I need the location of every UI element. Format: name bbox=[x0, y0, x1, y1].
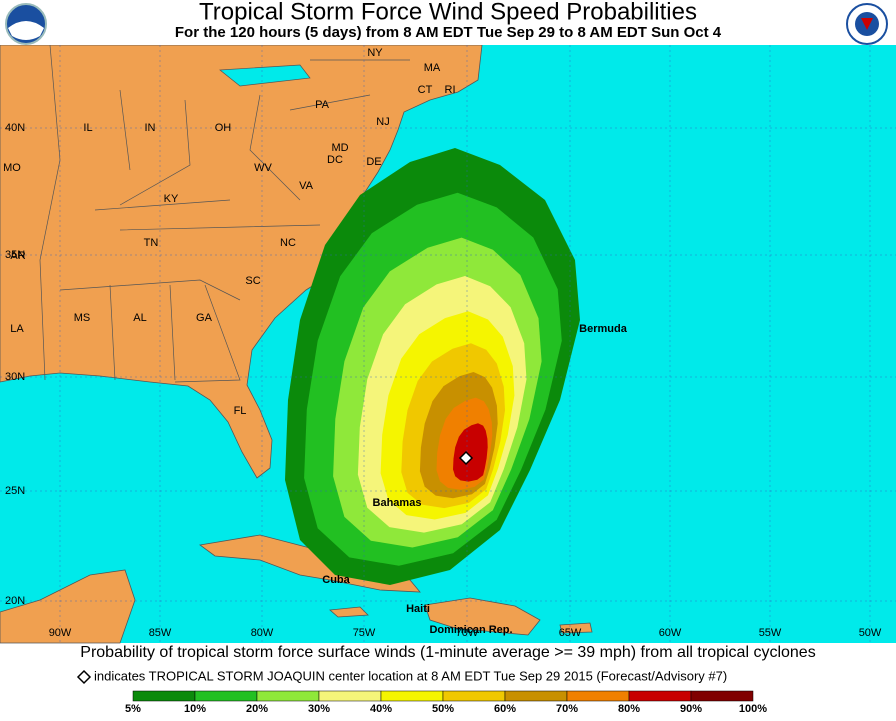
place-label: Bahamas bbox=[373, 497, 422, 509]
state-label: TN bbox=[144, 237, 159, 249]
state-label: MA bbox=[424, 62, 441, 74]
latitude-label: 25N bbox=[5, 485, 25, 497]
legend-swatch bbox=[194, 690, 258, 702]
latitude-label: 40N bbox=[5, 122, 25, 134]
state-label: DC bbox=[327, 154, 343, 166]
state-label: MD bbox=[331, 142, 348, 154]
legend-label: 100% bbox=[739, 703, 767, 715]
state-label: VA bbox=[299, 180, 314, 192]
storm-center bbox=[458, 450, 474, 466]
header-bar bbox=[0, 0, 896, 45]
title: Tropical Storm Force Wind Speed Probabil… bbox=[199, 0, 697, 25]
legend-swatch bbox=[318, 690, 382, 702]
legend-swatch bbox=[256, 690, 320, 702]
place-label: Bermuda bbox=[579, 323, 628, 335]
state-label: WV bbox=[254, 162, 272, 174]
nws-logo bbox=[846, 3, 888, 45]
legend-label: 70% bbox=[556, 703, 578, 715]
subtitle: For the 120 hours (5 days) from 8 AM EDT… bbox=[175, 24, 722, 41]
lake bbox=[219, 64, 311, 87]
place-label: Cuba bbox=[322, 574, 350, 586]
legend-label: 10% bbox=[184, 703, 206, 715]
legend-label: 5% bbox=[125, 703, 141, 715]
caption: Probability of tropical storm force surf… bbox=[80, 644, 815, 661]
state-label: AR bbox=[10, 250, 25, 262]
latitude-label: 35N bbox=[5, 249, 25, 261]
legend-swatch bbox=[566, 690, 630, 702]
state-label: KY bbox=[164, 193, 179, 205]
longitude-label: 85W bbox=[149, 627, 172, 639]
longitude-label: 60W bbox=[659, 627, 682, 639]
longitude-label: 80W bbox=[251, 627, 274, 639]
legend-swatch bbox=[380, 690, 444, 702]
latitude-label: 30N bbox=[5, 371, 25, 383]
state-label: NY bbox=[367, 47, 383, 59]
state-label: RI bbox=[445, 84, 456, 96]
legend-label: 20% bbox=[246, 703, 268, 715]
state-label: IN bbox=[145, 122, 156, 134]
state-label: IL bbox=[83, 122, 92, 134]
state-label: PA bbox=[315, 99, 330, 111]
longitude-label: 90W bbox=[49, 627, 72, 639]
longitude-label: 65W bbox=[559, 627, 582, 639]
jamaica bbox=[329, 606, 369, 618]
state-label: GA bbox=[196, 312, 213, 324]
state-label: SC bbox=[245, 275, 260, 287]
hispaniola bbox=[424, 597, 541, 636]
state-borders bbox=[39, 44, 410, 383]
legend-swatch bbox=[442, 690, 506, 702]
legend-swatch bbox=[690, 690, 754, 702]
state-label: MO bbox=[3, 162, 21, 174]
state-label: AL bbox=[133, 312, 146, 324]
puerto-rico bbox=[559, 622, 593, 634]
state-label: DE bbox=[366, 156, 381, 168]
longitude-label: 75W bbox=[353, 627, 376, 639]
legend-label: 90% bbox=[680, 703, 702, 715]
state-label: NC bbox=[280, 237, 296, 249]
map: 40N 35N 30N 25N 20N 90W 85W 80W 75W 70W 65W 60W 55W 5… bbox=[0, 44, 896, 644]
state-label: NJ bbox=[376, 116, 389, 128]
noaa-logo bbox=[5, 3, 47, 45]
state-label: FL bbox=[234, 405, 247, 417]
yucatan bbox=[0, 569, 136, 644]
state-label: OH bbox=[215, 122, 232, 134]
place-label: Haiti bbox=[406, 603, 430, 615]
contour bbox=[453, 423, 488, 482]
legend-label: 30% bbox=[308, 703, 330, 715]
graticule bbox=[0, 45, 896, 643]
storm-marker-key bbox=[76, 669, 92, 685]
legend-label: 60% bbox=[494, 703, 516, 715]
legend-swatch bbox=[628, 690, 692, 702]
longitude-label: 55W bbox=[759, 627, 782, 639]
us-land bbox=[0, 44, 483, 479]
probability-contours bbox=[285, 148, 580, 585]
map-labels: 40N 35N 30N 25N 20N 90W 85W 80W 75W 70W 65W 60W 55W 5… bbox=[3, 47, 882, 639]
longitude-label: 50W bbox=[859, 627, 882, 639]
legend-swatch bbox=[132, 690, 196, 702]
place-label: Dominican Rep. bbox=[429, 624, 512, 636]
state-label: MS bbox=[74, 312, 91, 324]
latitude-label: 20N bbox=[5, 595, 25, 607]
longitude-label: 70W bbox=[456, 627, 479, 639]
state-label: LA bbox=[10, 323, 24, 335]
legend-label: 50% bbox=[432, 703, 454, 715]
state-label: CT bbox=[418, 84, 433, 96]
legend-swatch bbox=[504, 690, 568, 702]
storm-note: indicates TROPICAL STORM JOAQUIN center … bbox=[94, 668, 727, 683]
legend-label: 40% bbox=[370, 703, 392, 715]
legend-label: 80% bbox=[618, 703, 640, 715]
legend: 5% 10% 20% 30% 40% 50% 60% 70% 80% 90% 100% bbox=[125, 690, 767, 715]
